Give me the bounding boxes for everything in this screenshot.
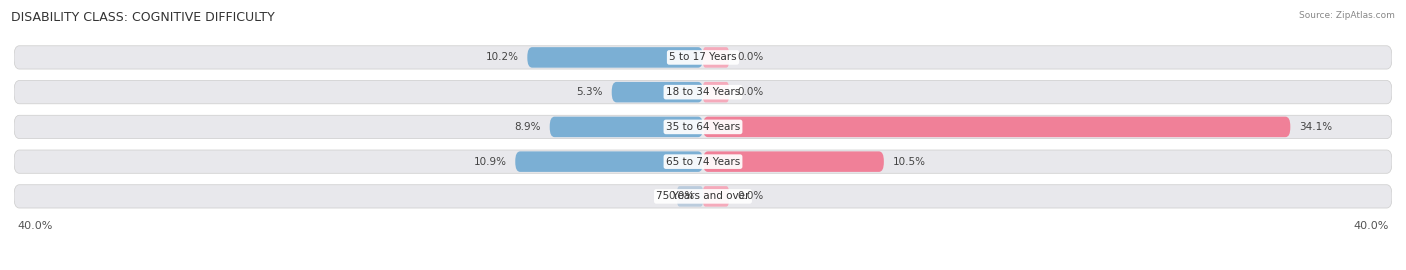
Text: 0.0%: 0.0% xyxy=(738,191,763,201)
FancyBboxPatch shape xyxy=(703,117,1291,137)
Text: 8.9%: 8.9% xyxy=(515,122,541,132)
Text: Source: ZipAtlas.com: Source: ZipAtlas.com xyxy=(1299,11,1395,20)
Legend: Male, Female: Male, Female xyxy=(644,269,762,270)
FancyBboxPatch shape xyxy=(612,82,703,102)
FancyBboxPatch shape xyxy=(703,82,728,102)
FancyBboxPatch shape xyxy=(14,115,1392,139)
Text: 10.2%: 10.2% xyxy=(485,52,519,62)
Text: 40.0%: 40.0% xyxy=(17,221,53,231)
Text: 75 Years and over: 75 Years and over xyxy=(657,191,749,201)
FancyBboxPatch shape xyxy=(14,150,1392,173)
Text: 34.1%: 34.1% xyxy=(1299,122,1331,132)
FancyBboxPatch shape xyxy=(14,80,1392,104)
FancyBboxPatch shape xyxy=(703,47,728,68)
Text: 18 to 34 Years: 18 to 34 Years xyxy=(666,87,740,97)
FancyBboxPatch shape xyxy=(678,186,703,207)
Text: 5.3%: 5.3% xyxy=(576,87,603,97)
FancyBboxPatch shape xyxy=(703,186,728,207)
Text: 10.9%: 10.9% xyxy=(474,157,506,167)
FancyBboxPatch shape xyxy=(550,117,703,137)
FancyBboxPatch shape xyxy=(703,151,884,172)
Text: 0.0%: 0.0% xyxy=(738,52,763,62)
FancyBboxPatch shape xyxy=(14,185,1392,208)
Text: 0.0%: 0.0% xyxy=(738,87,763,97)
FancyBboxPatch shape xyxy=(515,151,703,172)
FancyBboxPatch shape xyxy=(14,46,1392,69)
Text: 40.0%: 40.0% xyxy=(1353,221,1389,231)
Text: 35 to 64 Years: 35 to 64 Years xyxy=(666,122,740,132)
Text: 10.5%: 10.5% xyxy=(893,157,925,167)
Text: 65 to 74 Years: 65 to 74 Years xyxy=(666,157,740,167)
Text: 5 to 17 Years: 5 to 17 Years xyxy=(669,52,737,62)
FancyBboxPatch shape xyxy=(527,47,703,68)
Text: 0.0%: 0.0% xyxy=(668,191,695,201)
Text: DISABILITY CLASS: COGNITIVE DIFFICULTY: DISABILITY CLASS: COGNITIVE DIFFICULTY xyxy=(11,11,276,24)
